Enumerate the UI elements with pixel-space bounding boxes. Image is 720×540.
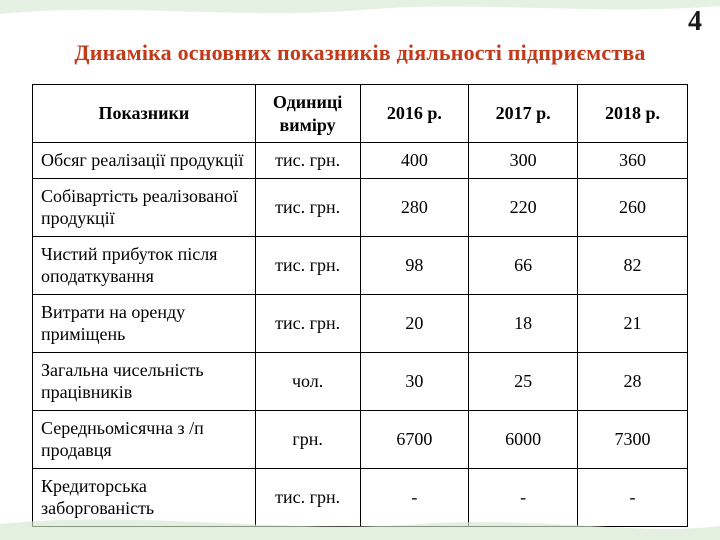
cell-value: 7300 [577,410,687,468]
cell-value: 6700 [360,410,469,468]
cell-value: - [469,468,578,526]
cell-indicator: Чистий прибуток після оподаткування [33,236,256,294]
cell-value: - [360,468,469,526]
cell-unit: тис. грн. [255,236,360,294]
cell-value: 280 [360,178,469,236]
cell-unit: тис. грн. [255,178,360,236]
cell-value: 21 [577,294,687,352]
table-row: Обсяг реалізації продукції тис. грн. 400… [33,143,688,179]
cell-indicator: Собівартість реалізованої продукції [33,178,256,236]
cell-value: 82 [577,236,687,294]
table-row: Чистий прибуток після оподаткування тис.… [33,236,688,294]
cell-unit: тис. грн. [255,294,360,352]
table-row: Загальна чисельність працівників чол. 30… [33,352,688,410]
col-header-2018: 2018 р. [577,85,687,143]
table-row: Витрати на оренду приміщень тис. грн. 20… [33,294,688,352]
col-header-2016: 2016 р. [360,85,469,143]
col-header-indicator: Показники [33,85,256,143]
cell-indicator: Витрати на оренду приміщень [33,294,256,352]
cell-indicator: Кредиторська заборгованість [33,468,256,526]
col-header-unit: Одиниці виміру [255,85,360,143]
cell-value: 400 [360,143,469,179]
cell-value: - [577,468,687,526]
cell-value: 66 [469,236,578,294]
slide-page: 4 Динаміка основних показників діяльност… [0,0,720,540]
cell-indicator: Середньомісячна з /п продавця [33,410,256,468]
cell-value: 220 [469,178,578,236]
cell-indicator: Загальна чисельність працівників [33,352,256,410]
cell-value: 6000 [469,410,578,468]
cell-value: 360 [577,143,687,179]
decorative-top-wave [0,0,720,18]
table-row: Середньомісячна з /п продавця грн. 6700 … [33,410,688,468]
table-body: Обсяг реалізації продукції тис. грн. 400… [33,143,688,527]
table-row: Кредиторська заборгованість тис. грн. - … [33,468,688,526]
cell-value: 98 [360,236,469,294]
cell-unit: тис. грн. [255,468,360,526]
cell-unit: грн. [255,410,360,468]
cell-value: 260 [577,178,687,236]
indicators-table: Показники Одиниці виміру 2016 р. 2017 р.… [32,84,688,527]
cell-unit: тис. грн. [255,143,360,179]
cell-unit: чол. [255,352,360,410]
cell-value: 20 [360,294,469,352]
page-title: Динаміка основних показників діяльності … [32,40,688,66]
cell-value: 300 [469,143,578,179]
cell-value: 30 [360,352,469,410]
cell-indicator: Обсяг реалізації продукції [33,143,256,179]
cell-value: 25 [469,352,578,410]
col-header-2017: 2017 р. [469,85,578,143]
table-header: Показники Одиниці виміру 2016 р. 2017 р.… [33,85,688,143]
cell-value: 28 [577,352,687,410]
cell-value: 18 [469,294,578,352]
page-number: 4 [688,6,702,38]
table-row: Собівартість реалізованої продукції тис.… [33,178,688,236]
